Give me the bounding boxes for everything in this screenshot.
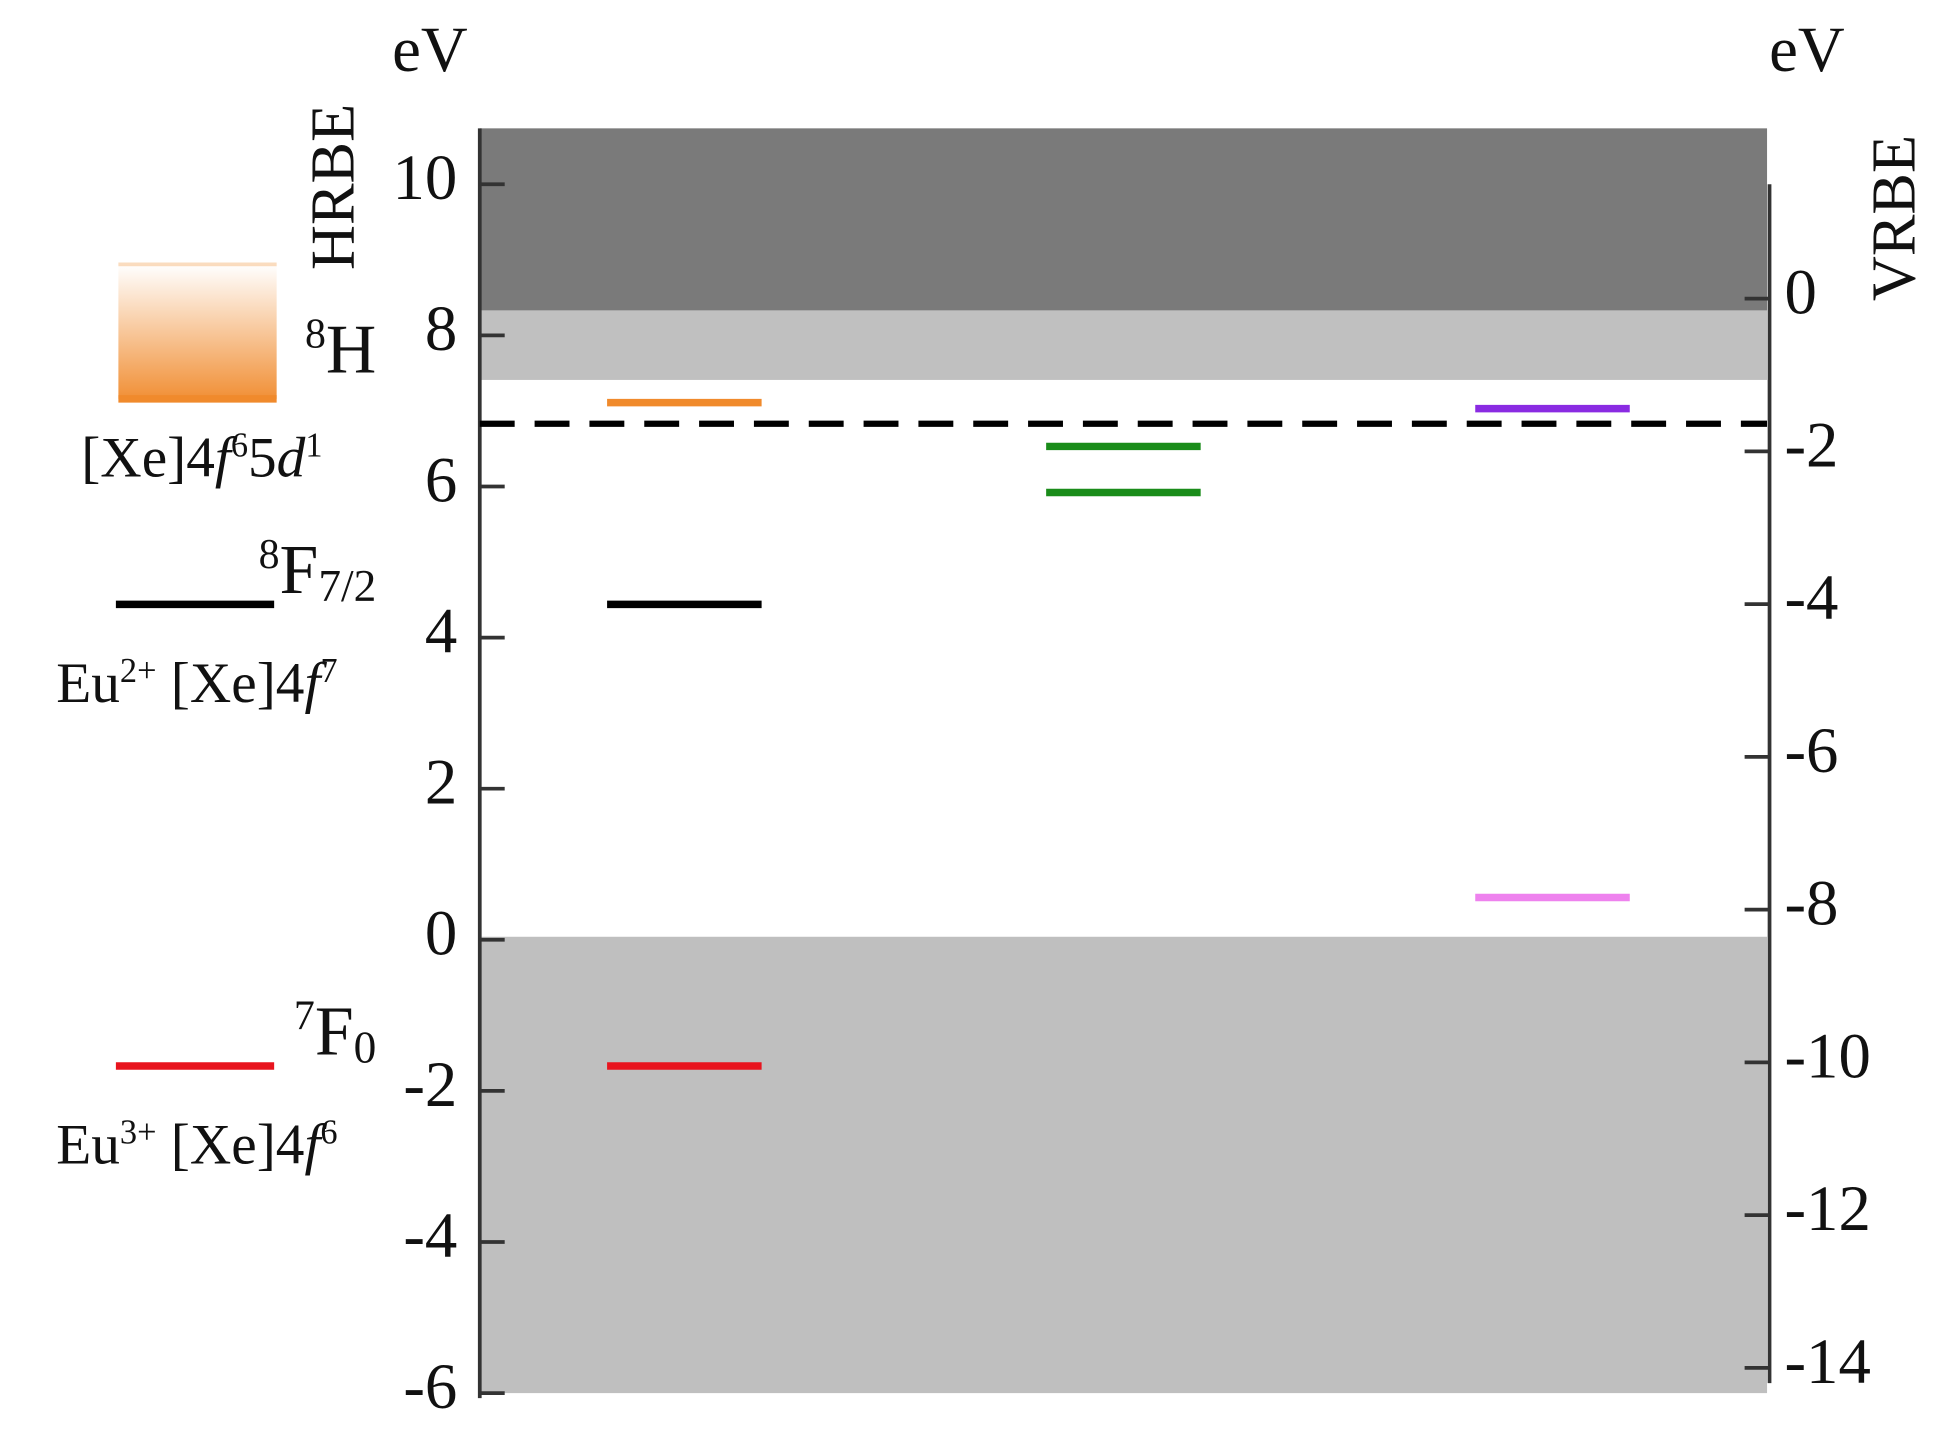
text-part: 3+ xyxy=(120,1113,157,1151)
y2-unit: eV xyxy=(1769,14,1845,86)
y-tick-label: 4 xyxy=(425,595,457,667)
text-part: [Xe]4 xyxy=(156,1114,304,1177)
text-part: H xyxy=(326,311,376,388)
text-part: 7 xyxy=(294,993,315,1039)
text-part: 8 xyxy=(305,311,326,357)
y-tick-label: -6 xyxy=(403,1351,457,1423)
band xyxy=(479,310,1768,380)
y2-tick-label: -14 xyxy=(1784,1326,1870,1398)
y-tick-label: 6 xyxy=(425,444,457,516)
key-sublabel: [Xe]4f65d1 xyxy=(81,426,322,490)
key-sublabel: Eu3+ [Xe]4f6 xyxy=(56,1113,337,1177)
y-tick-label: 8 xyxy=(425,293,457,365)
y2-axis-label: VRBE xyxy=(1860,135,1929,301)
key-label: 8F7/2 xyxy=(259,532,377,611)
text-part: 7/2 xyxy=(318,561,376,611)
y-tick-label: 10 xyxy=(393,142,458,214)
y-tick-label: 2 xyxy=(425,747,457,819)
key-label: 8H xyxy=(305,311,376,388)
text-part: d xyxy=(277,427,306,490)
text-part: 6 xyxy=(231,426,248,464)
y2-tick-label: -4 xyxy=(1784,562,1838,634)
text-part: F xyxy=(280,532,319,609)
band xyxy=(479,936,1768,1394)
y-unit: eV xyxy=(392,14,468,86)
y2-tick-label: -2 xyxy=(1784,409,1838,481)
text-part: Eu xyxy=(56,652,120,715)
band xyxy=(479,128,1768,311)
text-part: [Xe]4 xyxy=(156,652,304,715)
key-box xyxy=(118,264,277,399)
y-tick-label: 0 xyxy=(425,898,457,970)
text-part: 8 xyxy=(259,532,280,578)
y-tick-label: -4 xyxy=(403,1200,457,1272)
y2-tick-label: -8 xyxy=(1784,868,1838,940)
text-part: 6 xyxy=(320,1113,337,1151)
key-sublabel: Eu2+ [Xe]4f7 xyxy=(56,652,337,716)
text-part: 7 xyxy=(320,652,337,690)
text-part: F xyxy=(315,994,354,1071)
text-part: [Xe]4 xyxy=(81,427,215,490)
y2-tick-label: -10 xyxy=(1784,1020,1870,1092)
y2-tick-label: -12 xyxy=(1784,1173,1870,1245)
key-label: 7F0 xyxy=(294,993,376,1072)
text-part: Eu xyxy=(56,1114,120,1177)
text-part: 0 xyxy=(354,1022,377,1072)
text-part: 5 xyxy=(248,427,277,490)
text-part: 1 xyxy=(305,426,322,464)
y-tick-label: -2 xyxy=(403,1049,457,1121)
y2-tick-label: -6 xyxy=(1784,715,1838,787)
y2-tick-label: 0 xyxy=(1784,257,1816,329)
text-part: 2+ xyxy=(120,652,157,690)
y-axis-label: HRBE xyxy=(298,104,367,270)
